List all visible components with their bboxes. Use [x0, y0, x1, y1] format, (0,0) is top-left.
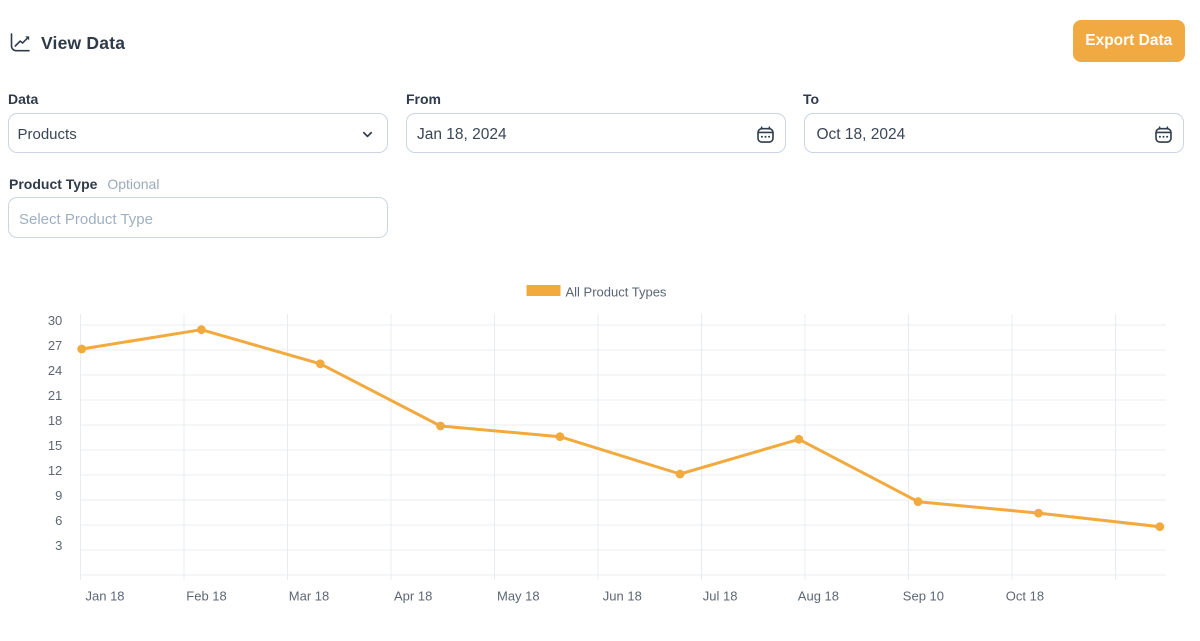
- svg-text:24: 24: [48, 363, 62, 378]
- svg-text:Aug 18: Aug 18: [798, 589, 839, 604]
- svg-text:30: 30: [48, 313, 62, 328]
- svg-text:Jun 18: Jun 18: [603, 589, 642, 604]
- svg-text:All Product Types: All Product Types: [566, 285, 667, 300]
- svg-text:15: 15: [48, 438, 62, 453]
- svg-text:Oct 18: Oct 18: [1006, 589, 1044, 604]
- svg-text:12: 12: [48, 463, 62, 478]
- svg-text:18: 18: [48, 413, 62, 428]
- svg-text:3: 3: [55, 538, 62, 553]
- svg-text:27: 27: [48, 338, 62, 353]
- svg-text:Sep 10: Sep 10: [903, 589, 944, 604]
- svg-text:9: 9: [55, 488, 62, 503]
- svg-text:6: 6: [55, 513, 62, 528]
- svg-text:Jan 18: Jan 18: [86, 589, 125, 604]
- svg-text:Mar 18: Mar 18: [289, 589, 329, 604]
- svg-text:May 18: May 18: [497, 589, 540, 604]
- svg-text:Jul 18: Jul 18: [703, 589, 738, 604]
- svg-text:21: 21: [48, 388, 62, 403]
- svg-text:Apr 18: Apr 18: [394, 589, 432, 604]
- svg-text:Feb 18: Feb 18: [186, 589, 226, 604]
